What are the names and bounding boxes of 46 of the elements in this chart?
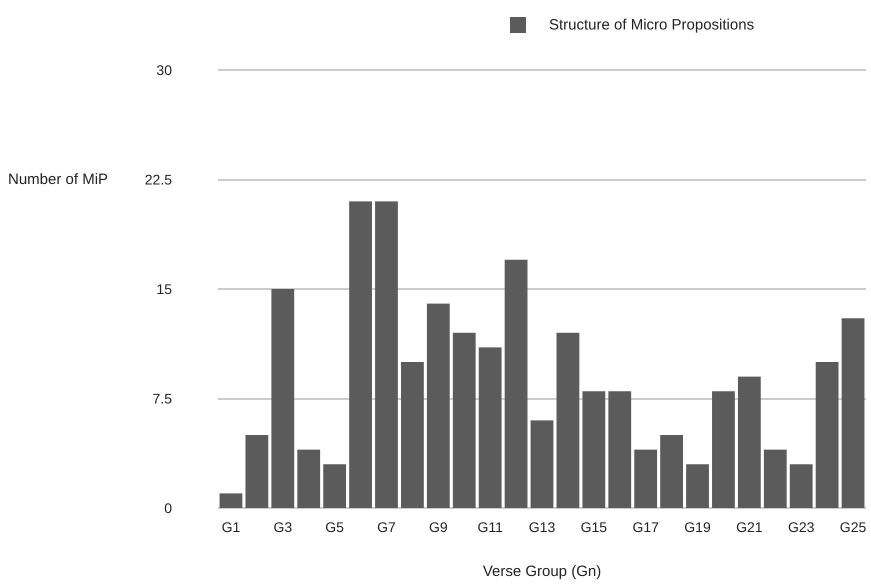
bar: [842, 318, 864, 508]
bar: [245, 435, 268, 508]
legend-label: Structure of Micro Propositions: [549, 16, 754, 34]
bar: [608, 391, 632, 508]
x-tick-label: G23: [788, 519, 815, 535]
x-tick-label: G21: [736, 519, 763, 535]
bar: [686, 464, 709, 508]
bar: [400, 362, 424, 508]
bar: [297, 450, 320, 508]
x-tick-label: G15: [580, 519, 608, 535]
bar: [790, 464, 813, 508]
bar: [504, 260, 528, 508]
x-tick-label: G25: [840, 519, 866, 535]
x-tick-label: G19: [684, 519, 711, 535]
x-tick-label: G3: [273, 519, 292, 535]
x-tick-label: G5: [325, 519, 344, 535]
y-tick-label: 7.5: [152, 390, 172, 406]
x-axis-title: Verse Group (Gn): [482, 563, 602, 580]
bar: [738, 376, 761, 508]
bar: [452, 332, 476, 508]
bar: [375, 201, 398, 508]
bar: [556, 332, 580, 508]
bar: [582, 391, 606, 508]
bar: [634, 450, 658, 508]
x-tick-label: G9: [428, 519, 448, 535]
bar: [764, 450, 787, 508]
x-tick-label: G7: [377, 519, 396, 535]
y-axis-title: Number of MiP: [8, 171, 108, 188]
bar: [349, 201, 372, 508]
bar: [816, 362, 839, 508]
x-tick-label: G17: [632, 519, 660, 535]
x-tick-label: G1: [222, 519, 241, 535]
y-tick-label: 22.5: [144, 172, 172, 188]
x-tick-label: G11: [477, 519, 504, 535]
bar: [660, 435, 684, 508]
bar: [323, 464, 346, 508]
bar: [478, 347, 502, 508]
x-tick-label: G13: [528, 519, 556, 535]
bar: [271, 289, 294, 508]
bar: [220, 493, 242, 508]
bar: [712, 391, 735, 508]
bar: [530, 420, 554, 508]
bar: [426, 304, 450, 508]
y-tick-label: 15: [156, 281, 172, 297]
y-tick-label: 30: [156, 62, 172, 78]
y-tick-label: 0: [164, 500, 172, 516]
